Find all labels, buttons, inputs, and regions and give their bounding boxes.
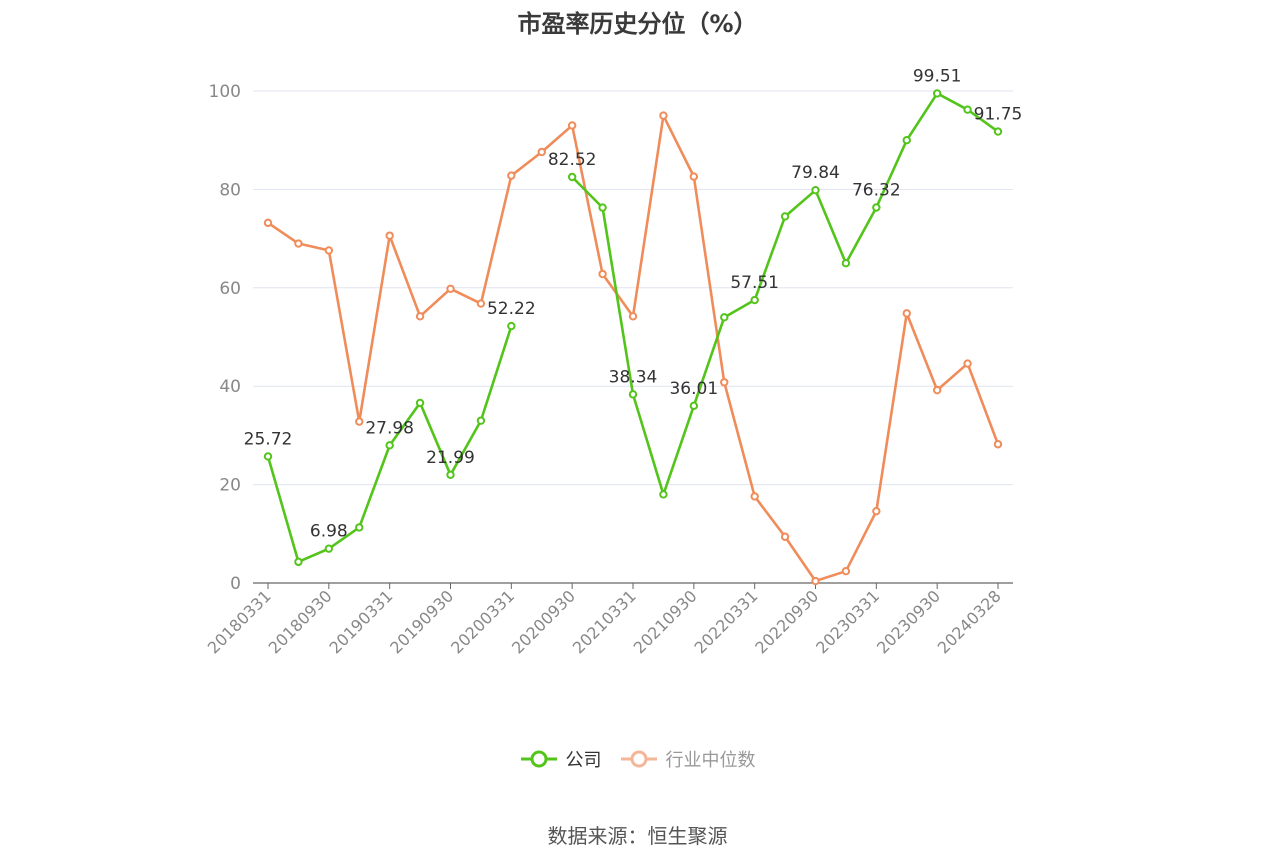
data-point <box>446 284 455 293</box>
data-point <box>385 231 394 240</box>
x-tick-label: 20180930 <box>265 586 336 657</box>
data-point <box>932 89 942 98</box>
x-tick-label: 20190930 <box>386 586 457 657</box>
data-point <box>750 295 759 305</box>
data-point <box>628 390 638 399</box>
x-tick-label: 20180331 <box>204 586 275 657</box>
data-point <box>841 566 851 576</box>
data-point <box>476 299 486 308</box>
data-point <box>415 312 425 321</box>
x-tick-label: 20190331 <box>325 586 396 657</box>
y-tick-label: 80 <box>219 180 241 200</box>
data-point <box>263 218 273 228</box>
legend-line-green-icon <box>520 750 557 768</box>
y-tick-label: 60 <box>219 279 241 299</box>
x-tick-label: 20200331 <box>447 586 518 657</box>
x-tick-label: 20220930 <box>751 586 822 657</box>
data-point <box>598 269 607 279</box>
data-point <box>902 136 911 145</box>
data-label: 57.51 <box>730 273 779 293</box>
data-label: 25.72 <box>244 429 293 449</box>
legend-label-industry: 行业中位数 <box>665 750 756 771</box>
data-point <box>720 378 729 387</box>
data-label: 76.32 <box>852 181 901 201</box>
x-tick-label: 20230331 <box>812 586 883 657</box>
data-point <box>294 239 303 248</box>
data-point <box>872 203 881 212</box>
data-point <box>993 440 1003 449</box>
data-point <box>628 312 638 321</box>
data-point <box>963 359 972 368</box>
data-point <box>811 576 820 586</box>
x-tick-label: 20210331 <box>569 586 640 657</box>
series <box>263 89 1003 586</box>
data-point <box>932 385 942 395</box>
data-point <box>750 492 759 501</box>
data-point <box>507 171 516 180</box>
data-label: 36.01 <box>669 379 718 399</box>
data-point <box>446 470 455 480</box>
data-point <box>324 246 334 255</box>
data-point <box>567 172 577 182</box>
legend-line-orange-icon <box>620 750 657 768</box>
data-label: 6.98 <box>310 522 348 542</box>
data-point <box>841 259 851 268</box>
y-tick-label: 100 <box>209 82 241 102</box>
data-point <box>567 121 577 130</box>
data-point <box>294 557 303 567</box>
x-tick-label: 20200930 <box>508 586 579 657</box>
data-point <box>993 127 1003 136</box>
legend-item-industry[interactable]: 行业中位数 <box>620 746 756 772</box>
data-label: 38.34 <box>609 367 658 387</box>
data-point <box>507 321 516 331</box>
data-point <box>355 523 364 532</box>
data-point <box>659 490 668 499</box>
legend-label-company: 公司 <box>565 750 602 771</box>
data-point <box>689 401 699 411</box>
x-tick-label: 20230930 <box>873 586 944 657</box>
data-point <box>902 309 911 318</box>
data-point <box>537 147 546 157</box>
data-point <box>324 544 334 553</box>
chart-title: 市盈率历史分位（%） <box>517 10 758 38</box>
legend-item-company[interactable]: 公司 <box>520 746 602 772</box>
data-point <box>872 506 881 516</box>
data-label: 82.52 <box>548 150 597 170</box>
data-point <box>689 172 699 181</box>
data-point <box>385 441 394 450</box>
data-point <box>963 105 972 114</box>
data-label: 27.98 <box>365 418 414 438</box>
data-point <box>355 417 364 426</box>
data-label: 21.99 <box>426 448 475 468</box>
data-point <box>780 212 790 221</box>
x-tick-label: 20210930 <box>630 586 701 657</box>
legend: 公司 行业中位数 <box>0 746 1275 772</box>
data-point <box>780 532 790 541</box>
data-point <box>659 111 668 120</box>
data-point <box>476 416 486 425</box>
data-point <box>598 203 607 212</box>
data-label: 52.22 <box>487 299 536 319</box>
data-label: 99.51 <box>913 66 962 86</box>
grid-lines <box>253 90 1013 486</box>
y-tick-label: 0 <box>230 574 241 594</box>
data-point <box>415 398 425 408</box>
y-tick-label: 20 <box>219 476 241 496</box>
data-label: 91.75 <box>974 105 1023 125</box>
data-label: 79.84 <box>791 163 840 183</box>
data-point <box>263 452 273 461</box>
y-tick-label: 40 <box>219 377 241 397</box>
source-note: 数据来源：恒生聚源 <box>547 824 728 848</box>
data-labels: 25.72 6.98 27.98 21.99 52.22 82.52 38.34 36.01 5… <box>244 66 1023 541</box>
data-point <box>720 313 729 322</box>
x-tick-label: 20240328 <box>934 586 1005 657</box>
data-point <box>811 185 820 195</box>
x-tick-label: 20220331 <box>690 586 761 657</box>
